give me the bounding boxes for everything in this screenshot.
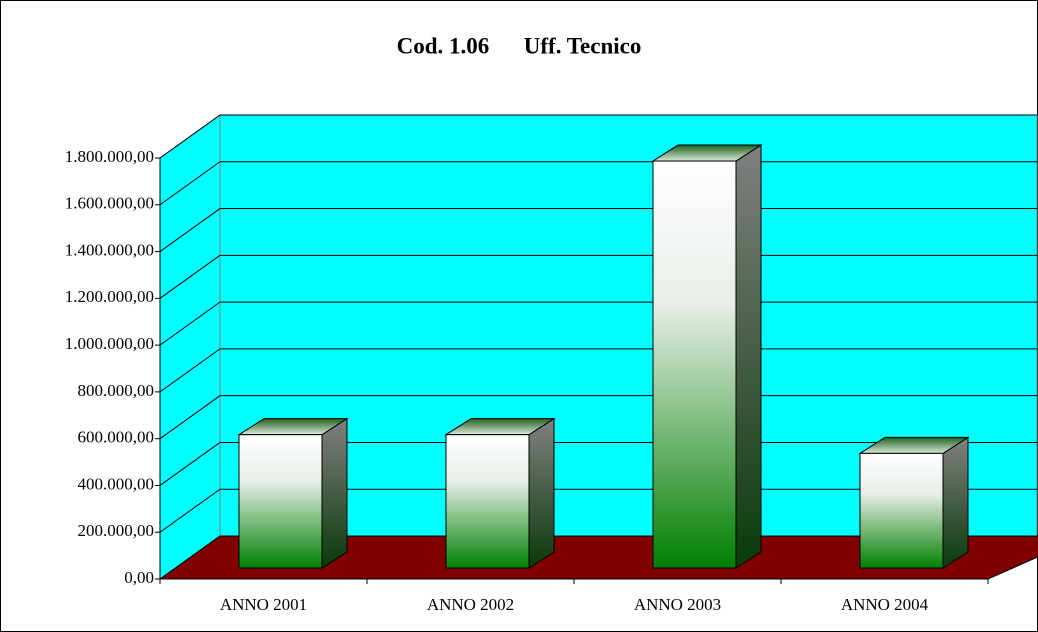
grid-line: [159, 301, 221, 346]
bar: [238, 434, 323, 569]
bar-side: [735, 144, 762, 569]
grid-line: [159, 395, 221, 440]
grid-line: [159, 442, 221, 486]
chart-title: Cod. 1.06 Uff. Tecnico: [397, 33, 642, 58]
y-tick-label: 200.000,00: [78, 521, 155, 540]
y-tick-label: 1.400.000,00: [65, 240, 154, 259]
y-tick-label: 0,00: [124, 568, 154, 587]
y-tick-label: 1.800.000,00: [65, 147, 154, 166]
bar: [859, 452, 944, 569]
grid-line: [159, 488, 221, 533]
grid-line: [159, 114, 221, 159]
x-tick-label: ANNO 2001: [220, 595, 307, 614]
y-tick-label: 400.000,00: [78, 474, 155, 493]
y-tick-label: 600.000,00: [78, 428, 155, 447]
x-tick-label: ANNO 2004: [841, 595, 929, 614]
y-tick-label: 1.200.000,00: [65, 287, 154, 306]
side-wall: [159, 114, 221, 580]
y-tick-label: 1.000.000,00: [65, 334, 154, 353]
x-tick-label: ANNO 2003: [634, 595, 721, 614]
y-tick-label: 1.600.000,00: [65, 194, 154, 213]
bar-side: [321, 417, 348, 569]
x-tick-label: ANNO 2002: [427, 595, 514, 614]
grid-line: [159, 161, 221, 206]
bar: [445, 434, 530, 569]
bar-side: [528, 417, 555, 569]
grid-line: [159, 348, 221, 393]
bar-side: [942, 436, 969, 569]
grid-line: [159, 254, 221, 299]
bar: [652, 160, 737, 569]
grid-line: [159, 208, 221, 252]
y-tick-label: 800.000,00: [78, 381, 155, 400]
